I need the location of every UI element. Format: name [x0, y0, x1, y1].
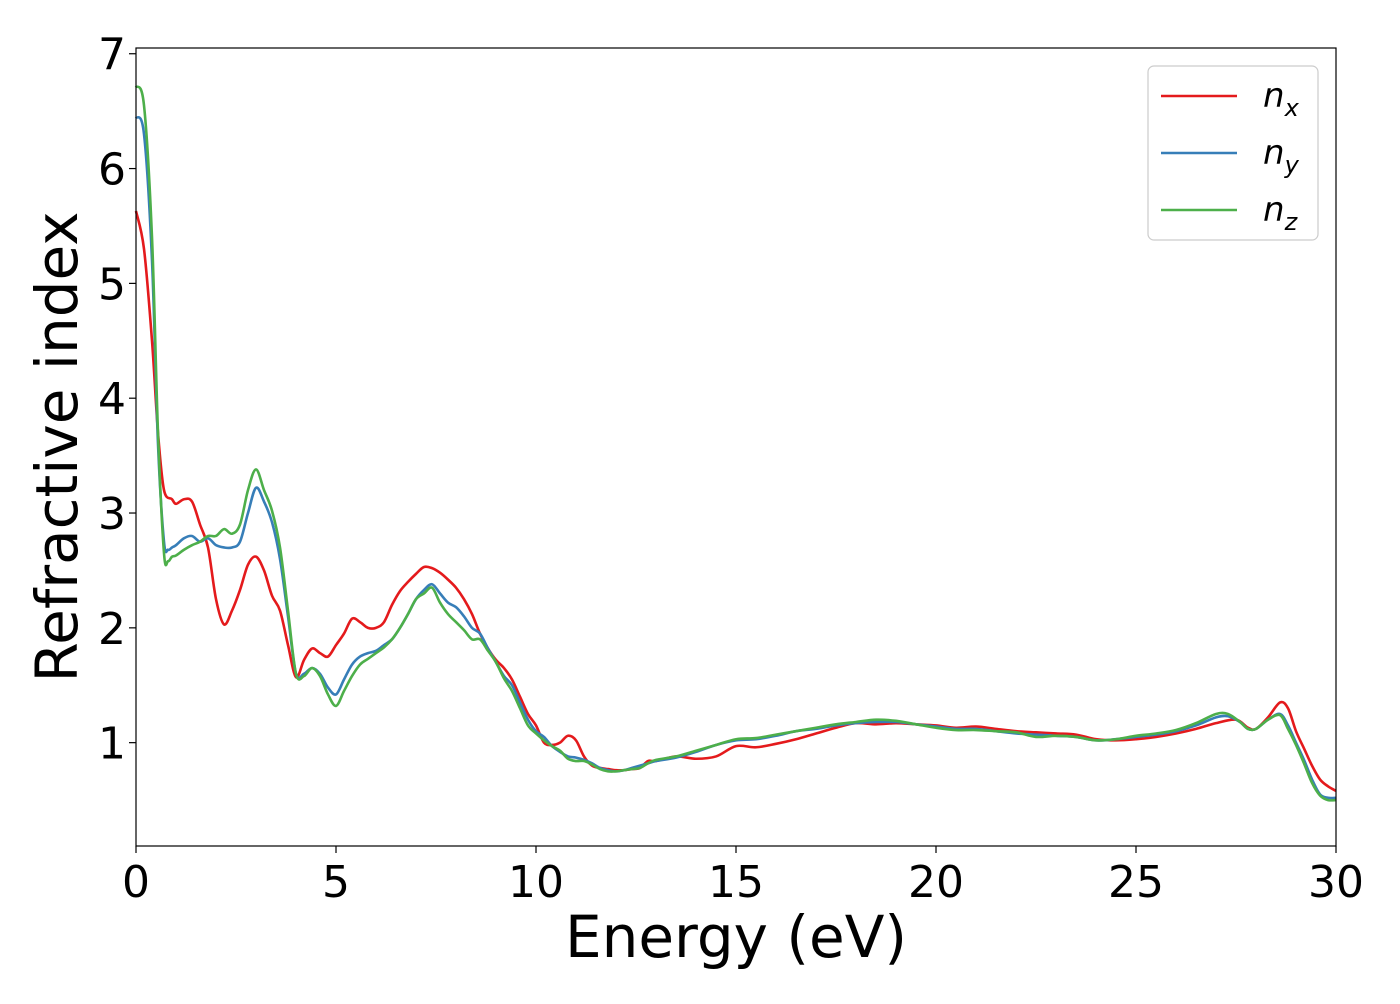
x-tick-label: 5 [322, 857, 350, 908]
legend-label-base: n [1263, 133, 1285, 173]
y-tick-label: 3 [98, 489, 126, 540]
x-axis-ticks: 0 5 10 15 20 25 30 [122, 846, 1364, 908]
y-axis-label: Refractive index [23, 211, 91, 682]
y-tick-label: 2 [98, 604, 126, 655]
legend-label-base: n [1263, 76, 1285, 116]
y-tick-label: 5 [98, 259, 126, 310]
y-tick-label: 6 [98, 145, 126, 196]
series-line-z [134, 85, 1337, 802]
series-lines [134, 85, 1337, 802]
x-tick-label: 10 [508, 857, 564, 908]
x-tick-label: 0 [122, 857, 150, 908]
legend-label-x: nx [1263, 76, 1300, 122]
x-tick-label: 25 [1108, 857, 1164, 908]
x-tick-label: 15 [708, 857, 764, 908]
legend-label-subscript: y [1284, 151, 1300, 179]
series-line-x [134, 210, 1337, 793]
y-tick-label: 1 [98, 719, 126, 770]
y-tick-label: 4 [98, 374, 126, 425]
legend-label-subscript: x [1284, 94, 1300, 122]
x-tick-label: 30 [1308, 857, 1364, 908]
legend-label-base: n [1263, 190, 1285, 230]
x-axis-label: Energy (eV) [565, 903, 907, 971]
legend-label-z: nz [1263, 190, 1299, 236]
x-tick-label: 20 [908, 857, 964, 908]
legend-label-y: ny [1263, 133, 1300, 179]
legend-label-subscript: z [1284, 208, 1299, 236]
y-tick-label: 7 [98, 30, 126, 81]
y-axis-ticks: 1 2 3 4 5 6 7 [98, 30, 136, 770]
